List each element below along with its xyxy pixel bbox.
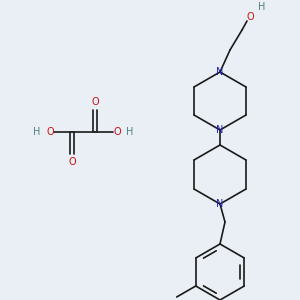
Text: O: O [91, 97, 99, 107]
Text: O: O [113, 127, 121, 137]
Text: H: H [258, 2, 266, 12]
Text: N: N [216, 125, 224, 135]
Text: O: O [46, 127, 54, 137]
Text: O: O [68, 157, 76, 167]
Text: N: N [216, 67, 224, 77]
Text: N: N [216, 199, 224, 209]
Text: O: O [246, 12, 254, 22]
Text: H: H [33, 127, 41, 137]
Text: H: H [126, 127, 134, 137]
